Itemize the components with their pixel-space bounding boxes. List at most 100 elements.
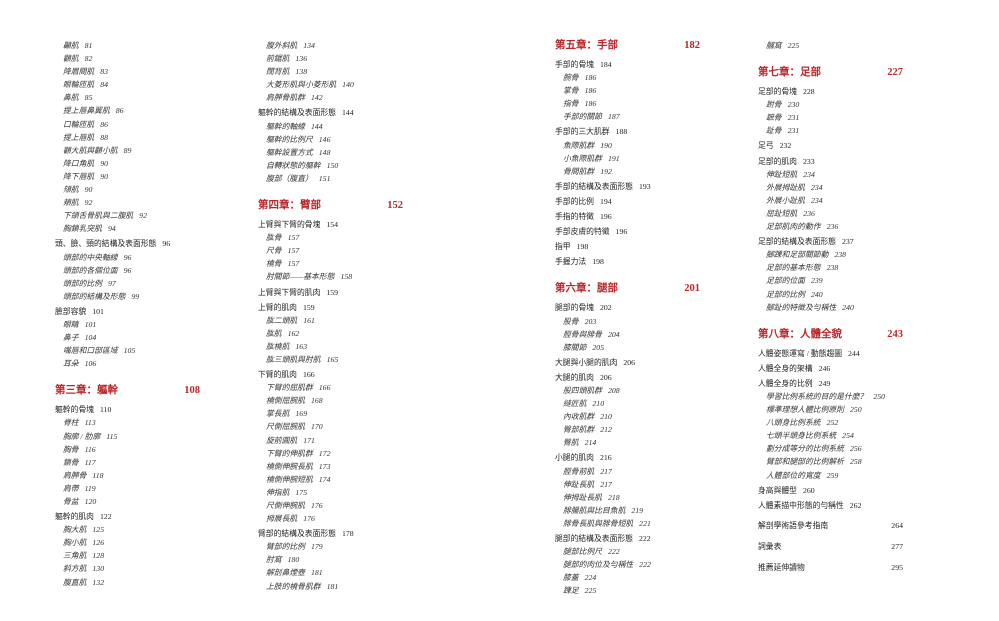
entry-page: 125 bbox=[92, 525, 105, 535]
toc-entry: 膝關節 205 bbox=[555, 341, 700, 354]
entry-title: 自轉狀態的軀幹 bbox=[266, 160, 321, 170]
entry-page: 210 bbox=[600, 412, 612, 422]
entry-page: 180 bbox=[287, 555, 300, 565]
toc-entry: 小魚際肌群 191 bbox=[555, 152, 700, 165]
toc-entry: 胸廓 / 肋廓 115 bbox=[55, 430, 200, 443]
entry-title: 肩胛骨 bbox=[63, 470, 87, 480]
entry-page: 161 bbox=[303, 315, 315, 325]
entry-page: 295 bbox=[891, 562, 903, 572]
entry-title: 三角肌 bbox=[63, 551, 87, 561]
toc-entry: 闊背肌 138 bbox=[258, 65, 403, 78]
toc-entry: 橈側伸腕短肌 174 bbox=[258, 473, 403, 486]
entry-page: 182 bbox=[684, 40, 700, 51]
toc-entry: 腿部比例尺 222 bbox=[555, 545, 700, 558]
entry-page: 198 bbox=[576, 242, 589, 252]
entry-title: 第五章：手部 bbox=[555, 40, 618, 51]
toc-entry: 提上唇鼻翼肌 86 bbox=[55, 104, 200, 117]
entry-page: 163 bbox=[295, 341, 308, 351]
entry-page: 105 bbox=[123, 346, 136, 356]
entry-title: 眼輪匝肌 bbox=[63, 80, 95, 90]
toc-entry: 解剖鼻煙壺 181 bbox=[258, 566, 403, 579]
entry-page: 92 bbox=[139, 211, 147, 221]
entry-page: 190 bbox=[600, 140, 612, 150]
entry-title: 踝足 bbox=[563, 586, 579, 596]
entry-page: 90 bbox=[100, 171, 108, 181]
entry-page: 219 bbox=[631, 505, 644, 515]
entry-title: 足部的位面 bbox=[766, 276, 805, 286]
toc-entry: 足部的肌肉 233 bbox=[758, 155, 903, 168]
entry-page: 110 bbox=[99, 405, 112, 415]
entry-page: 84 bbox=[100, 80, 108, 90]
entry-title: 軀幹的骨塊 bbox=[55, 405, 94, 415]
entry-title: 軀幹設置方式 bbox=[266, 147, 313, 157]
toc-entry: 腹外斜肌 134 bbox=[258, 39, 403, 52]
toc-entry: 身高與體型 260 bbox=[758, 484, 903, 497]
entry-page: 122 bbox=[99, 512, 112, 522]
entry-title: 伸拇趾長肌 bbox=[563, 492, 602, 502]
entry-page: 259 bbox=[826, 470, 839, 480]
entry-page: 176 bbox=[310, 501, 323, 510]
entry-page: 206 bbox=[623, 357, 636, 367]
entry-title: 大腿與小腿的肌肉 bbox=[555, 357, 618, 367]
toc-entry: 學習比例系統的目的是什麼？ 250 bbox=[758, 390, 903, 403]
entry-title: 大腿的肌肉 bbox=[555, 372, 594, 382]
entry-title: 鎖骨 bbox=[63, 457, 79, 467]
toc-entry: 自轉狀態的軀幹 150 bbox=[258, 159, 403, 172]
toc-entry: 人體部位的寬度 259 bbox=[758, 469, 903, 482]
entry-title: 足部的比例 bbox=[766, 289, 805, 299]
entry-page: 232 bbox=[779, 141, 792, 151]
entry-title: 肱骨 bbox=[266, 233, 282, 243]
entry-title: 人體素描中形態的勻稱性 bbox=[758, 500, 844, 510]
toc-entry: 降眉間肌 83 bbox=[55, 65, 200, 78]
toc-entry: 小腿的肌肉 216 bbox=[555, 451, 700, 464]
entry-title: 人體全身的架構 bbox=[758, 363, 813, 373]
toc-entry: 腿部的肉位及勻稱性 222 bbox=[555, 558, 700, 571]
entry-title: 橈側伸腕短肌 bbox=[266, 474, 313, 484]
toc-entry: 掌長肌 169 bbox=[258, 407, 403, 420]
toc-entry: 足部的比例 240 bbox=[758, 288, 903, 301]
entry-title: 下臂的伸肌群 bbox=[266, 448, 313, 458]
entry-title: 膕窩 bbox=[766, 41, 782, 50]
toc-entry: 肱二頭肌 161 bbox=[258, 314, 403, 327]
entry-page: 204 bbox=[607, 329, 620, 339]
toc-entry: 肘關節——基本形態 158 bbox=[258, 270, 403, 283]
entry-title: 肘關節——基本形態 bbox=[266, 272, 335, 282]
entry-page: 170 bbox=[310, 422, 323, 432]
toc-entry: 劃分成等分的比例系統 256 bbox=[758, 442, 903, 455]
entry-title: 足部的肌肉 bbox=[758, 156, 797, 166]
entry-page: 157 bbox=[287, 259, 300, 269]
toc-entry: 上臂的肌肉 159 bbox=[258, 301, 403, 314]
toc-entry: 肩帶 119 bbox=[55, 482, 200, 495]
toc-entry: 手部的比例 194 bbox=[555, 195, 700, 208]
entry-title: 上臂與下臂的骨塊 bbox=[258, 220, 321, 230]
toc-entry: 手部的關節 187 bbox=[555, 110, 700, 123]
entry-page: 144 bbox=[310, 121, 323, 131]
toc-entry: 斜方肌 130 bbox=[55, 562, 200, 575]
entry-page: 101 bbox=[84, 319, 97, 329]
entry-title: 耳朵 bbox=[63, 359, 79, 369]
toc-entry: 眼輪匝肌 84 bbox=[55, 78, 200, 91]
entry-page: 196 bbox=[615, 227, 628, 237]
entry-title: 頭部的各個位面 bbox=[63, 265, 118, 275]
entry-page: 158 bbox=[340, 272, 353, 282]
toc-entry: 蹠骨 231 bbox=[758, 111, 903, 124]
toc-entry: 掌骨 186 bbox=[555, 84, 700, 97]
toc-entry: 足部的結構及表面形態 237 bbox=[758, 235, 903, 248]
toc-entry: 人體全身的比例 249 bbox=[758, 377, 903, 390]
entry-title: 股四頭肌群 bbox=[563, 385, 602, 395]
entry-title: 手指的特徵 bbox=[555, 212, 594, 222]
entry-page: 217 bbox=[600, 466, 612, 476]
entry-page: 222 bbox=[639, 560, 651, 570]
toc-entry: 三角肌 128 bbox=[55, 549, 200, 562]
entry-title: 大菱形肌與小菱形肌 bbox=[266, 80, 337, 90]
entry-page: 101 bbox=[92, 306, 104, 316]
entry-page: 238 bbox=[834, 250, 847, 260]
entry-title: 胸小肌 bbox=[63, 538, 87, 548]
entry-page: 85 bbox=[84, 93, 93, 103]
toc-entry: 第四章：臂部 152 bbox=[258, 199, 403, 213]
toc-entry: 第三章：軀幹 108 bbox=[55, 384, 200, 398]
entry-page: 246 bbox=[818, 363, 831, 373]
entry-page: 231 bbox=[787, 113, 800, 123]
entry-title: 降下唇肌 bbox=[63, 171, 95, 181]
